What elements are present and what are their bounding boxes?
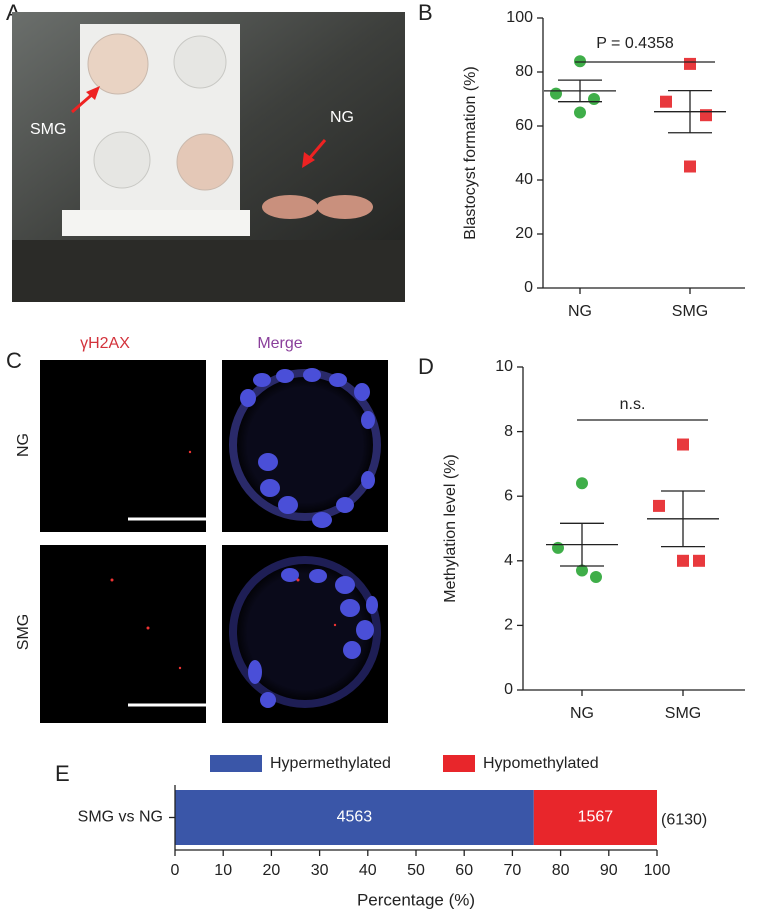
data-point [574,106,586,119]
data-point [576,564,588,577]
x-tick-label: SMG [672,303,708,320]
y-tick-label: 10 [495,358,513,375]
panel-letter: C [6,348,22,373]
data-point [590,570,602,583]
x-tick-label: 50 [407,862,425,879]
panel-letter: D [418,354,434,379]
y-tick-label: 80 [515,63,533,80]
legend-label: Hypomethylated [483,755,599,772]
data-point [552,541,564,554]
bar-segment [175,790,534,845]
data-point [588,93,600,105]
annotation: P = 0.4358 [596,35,674,52]
row-label: NG [15,433,32,457]
x-tick-label: 60 [455,862,473,879]
x-tick-label: 10 [214,862,232,879]
data-label: 4563 [337,809,373,826]
x-tick-label: 100 [644,862,671,879]
photo [12,12,405,302]
data-point [677,554,689,567]
x-tick-label: SMG [665,705,701,722]
x-tick-label: 90 [600,862,618,879]
data-point [574,55,586,68]
bar-segment [533,790,657,845]
y-tick-label: 20 [515,225,533,242]
data-point [576,477,588,490]
y-tick-label: 8 [504,423,513,440]
data-label: 1567 [578,809,614,826]
data-point [700,109,712,122]
legend-swatch [443,755,475,772]
x-axis-title: Percentage (%) [357,890,475,909]
y-axis-title: Blastocyst formation (%) [462,66,479,239]
annotation: n.s. [620,396,646,413]
x-tick-label: 20 [263,862,281,879]
data-point [550,87,562,100]
data-point [653,499,665,512]
y-tick-label: 0 [524,279,533,296]
y-tick-label: 100 [506,9,533,26]
x-tick-label: 0 [171,862,180,879]
data-point [684,160,696,173]
legend-swatch [210,755,262,772]
x-tick-label: 30 [311,862,329,879]
data-point [660,95,672,108]
x-tick-label: NG [568,303,592,320]
data-point [693,554,705,567]
legend-label: Hypermethylated [270,755,391,772]
x-tick-label: NG [570,705,594,722]
y-tick-label: 0 [504,681,513,698]
x-tick-label: 70 [504,862,522,879]
y-tick-label: 6 [504,487,513,504]
y-tick-label: 60 [515,117,533,134]
y-tick-label: 4 [504,552,513,569]
x-tick-label: 40 [359,862,377,879]
panel-letter: E [55,761,70,786]
x-tick-label: 80 [552,862,570,879]
data-point [684,57,696,70]
panel-letter: B [418,0,433,25]
row-label: SMG [15,614,32,650]
y-axis-title: Methylation level (%) [442,454,459,603]
y-tick-label: 2 [504,617,513,634]
micrographs [40,360,388,723]
y-tick-label: 40 [515,171,533,188]
total-label: (6130) [661,812,707,829]
y-tick-label: SMG vs NG [78,809,163,826]
column-label: Merge [257,335,302,352]
photo-label: SMG [30,121,66,138]
column-label: γH2AX [80,335,130,352]
data-point [677,438,689,451]
photo-label: NG [330,109,354,126]
